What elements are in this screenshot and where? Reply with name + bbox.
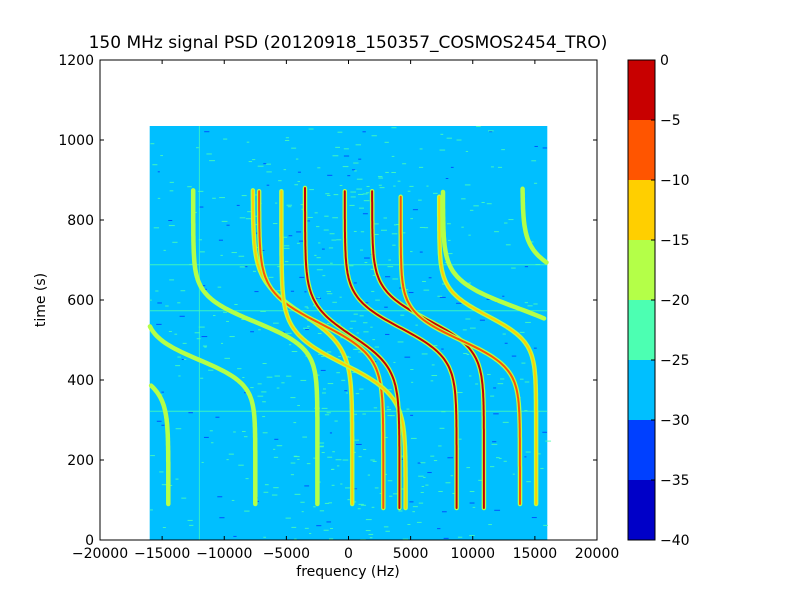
signal-track [258,190,385,509]
colorbar-band [628,420,655,480]
colorbar-band [628,360,655,420]
colorbar-tick-label: −20 [660,293,690,309]
signal-track [148,325,257,505]
plot-area [100,60,597,540]
signal-track [343,190,458,509]
x-tick-label: −15000 [134,546,190,562]
colorbar-tick-label: −35 [660,473,690,489]
colorbar-tick-label: −5 [660,113,681,129]
colorbar-tick-label: −40 [660,533,690,549]
signal-track [280,190,407,509]
colorbar-band [628,60,655,120]
x-tick-label: 0 [344,546,353,562]
signal-track [371,190,485,509]
colorbar-tick-label: 0 [660,53,669,69]
x-tick-label: 20000 [575,546,620,562]
y-tick-label: 1000 [58,133,94,149]
colorbar-tick-label: −25 [660,353,690,369]
x-tick-label: 10000 [450,546,495,562]
colorbar-tick-label: −30 [660,413,690,429]
heatmap [147,126,552,540]
y-axis-label: time (s) [33,273,49,327]
x-axis: −20000 −15000 −10000 −5000 0 5000 10000 15000 20… [72,60,619,562]
signal-track [192,189,319,505]
colorbar: 0 −5 −10 −15 −20 −25 −30 −35 −40 [627,53,690,549]
signal-track [521,187,548,264]
signal-track [438,195,538,505]
y-tick-label: 0 [85,533,94,549]
y-tick-label: 1200 [58,53,94,69]
colorbar-band [628,120,655,180]
x-tick-label: −10000 [196,546,252,562]
y-tick-label: 800 [67,213,94,229]
signal-track [251,189,354,505]
y-axis: 0 200 400 600 800 1000 1200 [58,53,597,549]
y-tick-label: 400 [67,373,94,389]
x-tick-label: 15000 [513,546,558,562]
y-tick-label: 200 [67,453,94,469]
x-tick-label: −20000 [72,546,128,562]
y-tick-label: 600 [67,293,94,309]
signal-track [150,384,170,505]
colorbar-band [628,300,655,360]
chart-title: 150 MHz signal PSD (20120918_150357_COSM… [89,33,608,53]
x-axis-label: frequency (Hz) [296,564,399,580]
colorbar-band [628,180,655,240]
colorbar-tick-label: −15 [660,233,690,249]
x-tick-label: 5000 [393,546,429,562]
colorbar-tick-label: −10 [660,173,690,189]
signal-tracks [147,185,549,511]
colorbar-band [628,480,655,540]
colorbar-band [628,240,655,300]
signal-track [399,195,521,505]
signal-track [442,191,545,320]
signal-track [304,187,401,509]
heatmap-noise [149,126,552,540]
x-tick-label: −5000 [263,546,310,562]
